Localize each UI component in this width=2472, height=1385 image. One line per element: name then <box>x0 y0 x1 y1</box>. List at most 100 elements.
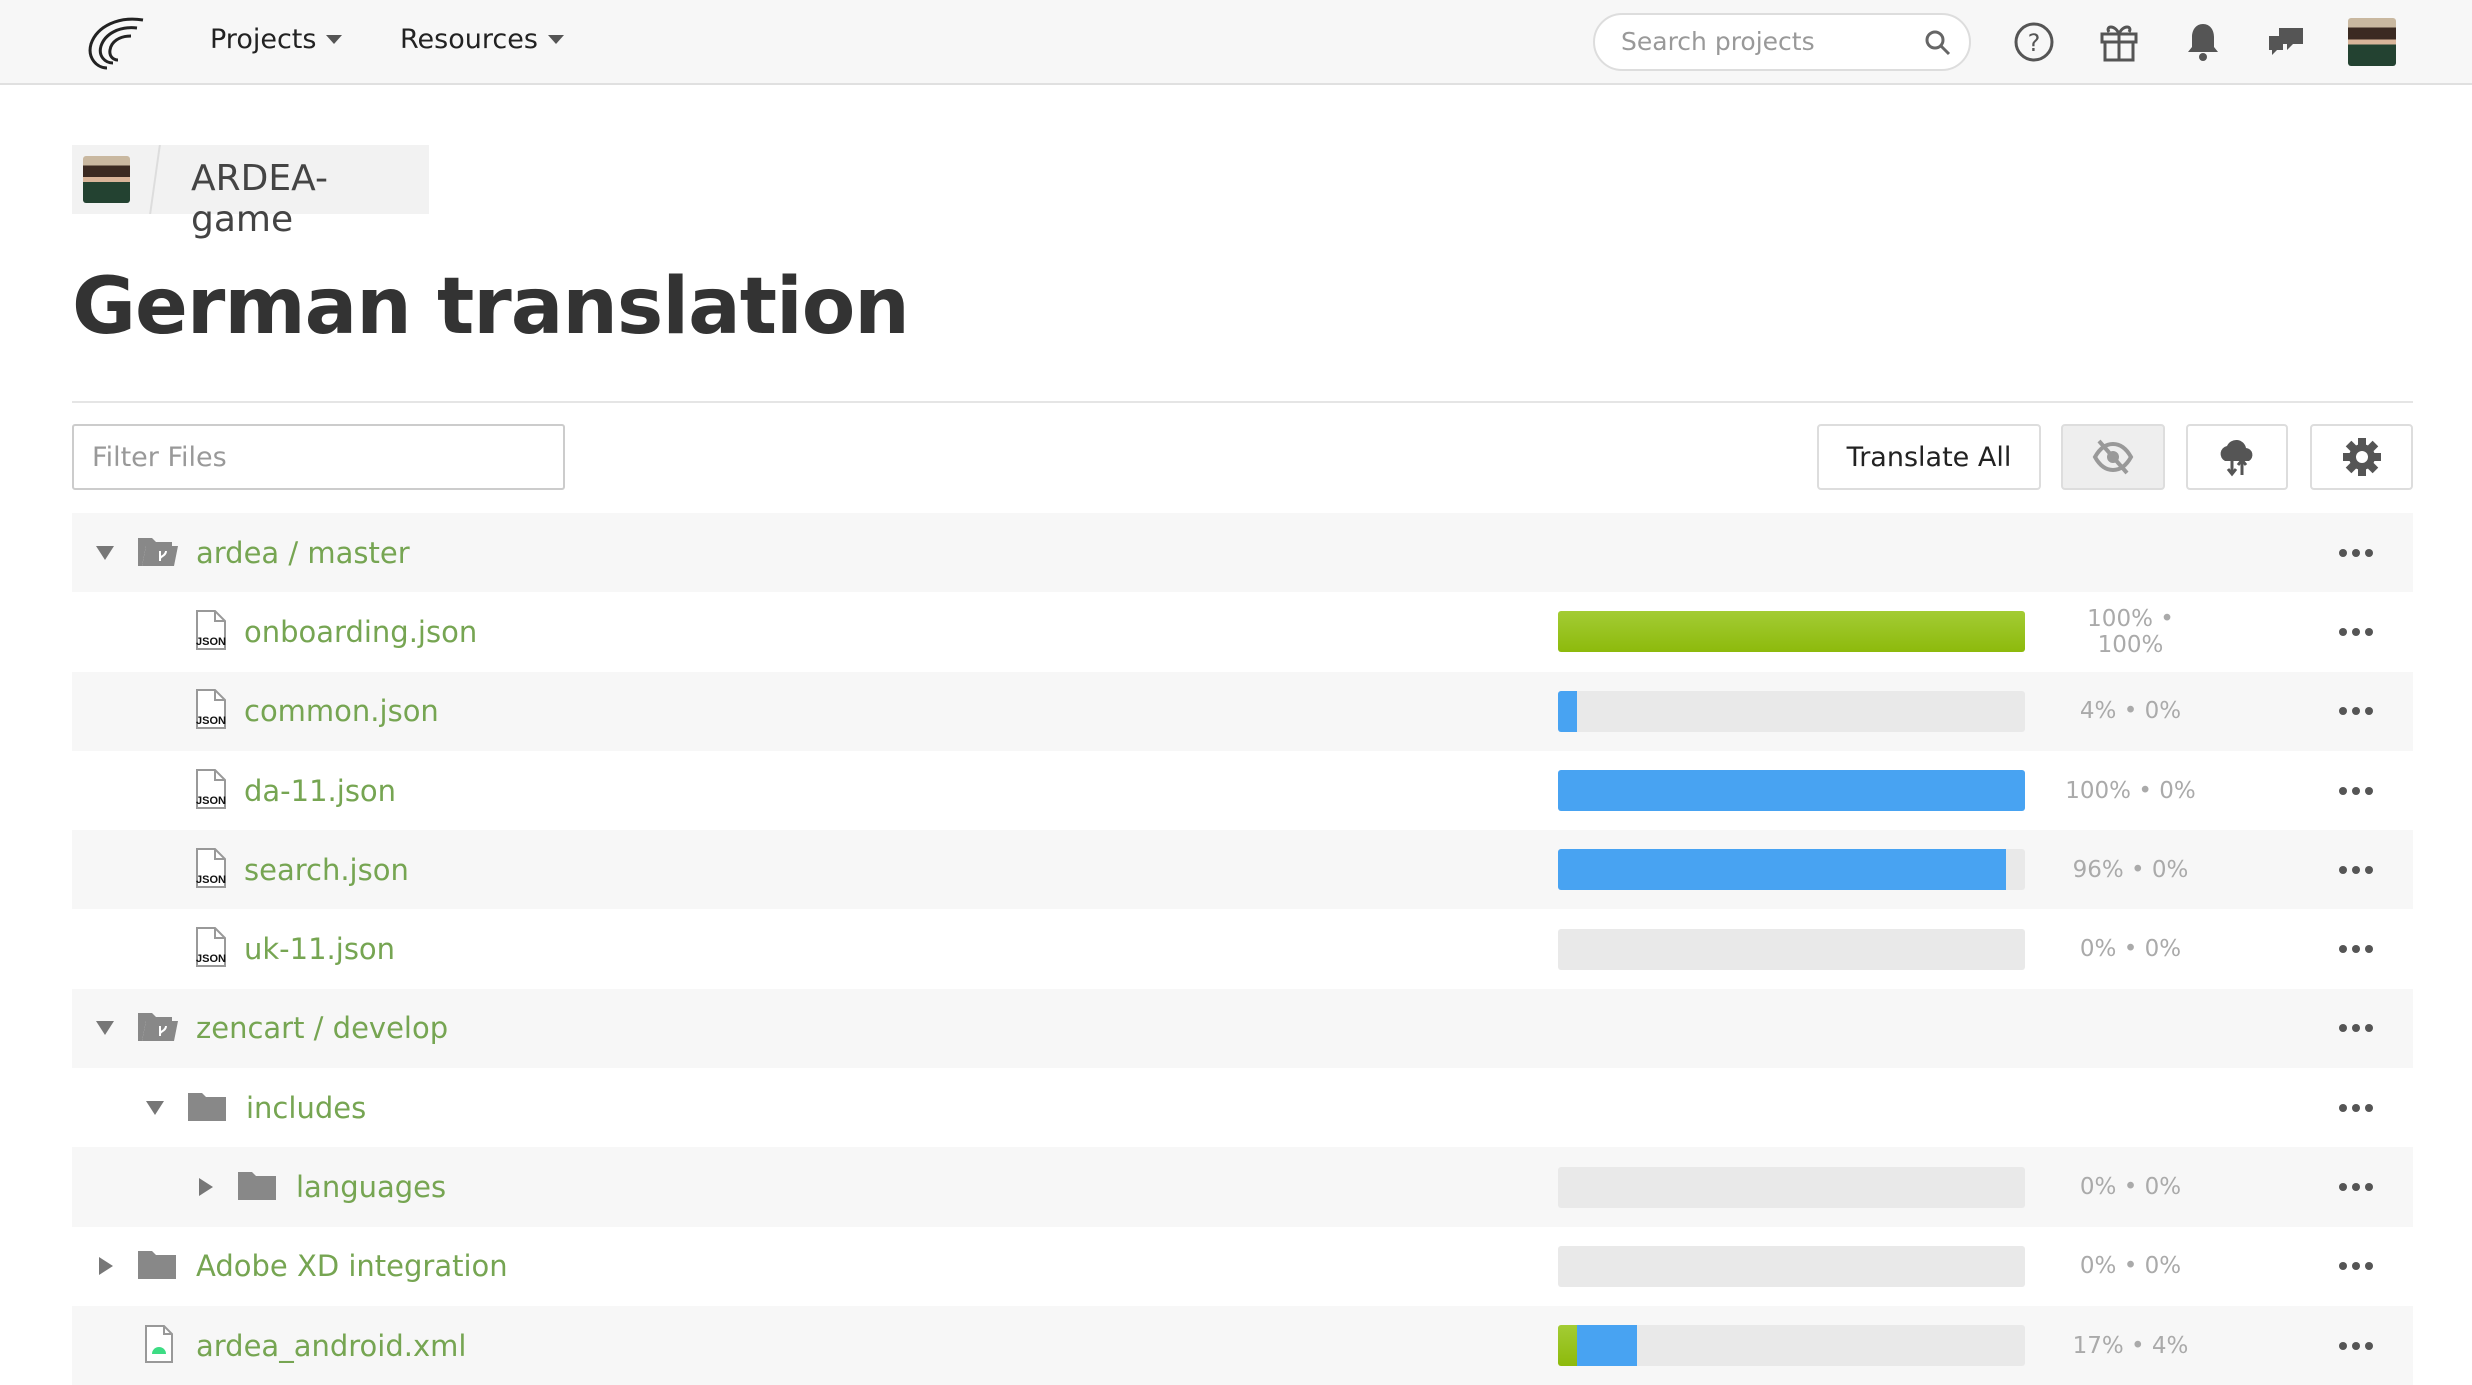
page-title: German translation <box>72 262 910 352</box>
translated-progress-fill <box>1558 849 2007 891</box>
breadcrumb[interactable]: ARDEA-game <box>72 145 429 240</box>
progress-label: 0% • 0% <box>2079 936 2182 963</box>
bell-icon[interactable] <box>2181 20 2225 64</box>
search-icon[interactable] <box>1923 28 1953 58</box>
file-name[interactable]: onboarding.json <box>244 614 478 649</box>
progress-bar <box>1558 1245 2025 1287</box>
file-row[interactable]: languages 0% • 0% <box>72 1147 2413 1227</box>
more-options-icon[interactable] <box>2334 538 2378 568</box>
file-row[interactable]: JSON search.json 96% • 0% <box>72 830 2413 910</box>
search-input[interactable] <box>1621 27 1911 56</box>
gift-icon[interactable] <box>2097 20 2141 64</box>
sync-button[interactable] <box>2186 424 2288 490</box>
file-tree: ardea / master JSON onboarding.json 100% • … <box>72 513 2413 1385</box>
svg-text:JSON: JSON <box>196 715 226 727</box>
chevron-down-icon <box>326 35 343 44</box>
file-name[interactable]: Adobe XD integration <box>196 1249 508 1284</box>
crowdin-logo[interactable] <box>79 14 149 72</box>
progress-bar <box>1558 611 2025 653</box>
filter-files-input[interactable] <box>72 424 565 490</box>
approved-progress-fill <box>1558 1325 1577 1367</box>
resources-menu[interactable]: Resources <box>400 24 564 55</box>
file-row[interactable]: ardea / master <box>72 513 2413 593</box>
progress-label: 100% • 100% <box>2087 605 2174 658</box>
divider <box>72 401 2413 403</box>
more-options-icon[interactable] <box>2334 1013 2378 1043</box>
file-name[interactable]: common.json <box>244 694 439 729</box>
folder-icon <box>136 1247 178 1285</box>
eye-slash-icon <box>2092 439 2134 475</box>
progress-label: 100% • 0% <box>2065 777 2196 804</box>
more-options-icon[interactable] <box>2334 934 2378 964</box>
progress-label: 96% • 0% <box>2072 856 2189 883</box>
chat-icon[interactable] <box>2265 20 2309 64</box>
progress-bar <box>1558 690 2025 732</box>
file-row[interactable]: JSON common.json 4% • 0% <box>72 671 2413 751</box>
translated-progress-fill <box>1558 690 1577 732</box>
progress-label: 17% • 4% <box>2072 1332 2189 1359</box>
approved-progress-fill <box>1558 611 2025 653</box>
expand-toggle-icon[interactable] <box>199 1178 213 1197</box>
more-options-icon[interactable] <box>2334 1172 2378 1202</box>
file-row[interactable]: JSON da-11.json 100% • 0% <box>72 751 2413 830</box>
progress-bar <box>1558 928 2025 970</box>
search-box <box>1593 13 1971 71</box>
file-row[interactable]: zencart / develop <box>72 988 2413 1069</box>
file-name[interactable]: uk-11.json <box>244 932 396 967</box>
projects-menu[interactable]: Projects <box>210 24 343 55</box>
translated-progress-fill <box>1576 1325 1638 1367</box>
file-row[interactable]: includes <box>72 1068 2413 1147</box>
progress-bar <box>1558 1325 2025 1367</box>
user-avatar[interactable] <box>2348 18 2396 66</box>
json-file-icon: JSON <box>191 768 231 814</box>
more-options-icon[interactable] <box>2334 1331 2378 1361</box>
expand-toggle-icon[interactable] <box>99 1257 113 1276</box>
file-name[interactable]: ardea / master <box>196 535 410 570</box>
file-name[interactable]: search.json <box>244 852 409 887</box>
settings-button[interactable] <box>2310 424 2413 490</box>
svg-text:JSON: JSON <box>196 795 226 807</box>
json-file-icon: JSON <box>191 926 231 972</box>
progress-label: 0% • 0% <box>2079 1174 2182 1201</box>
more-options-icon[interactable] <box>2334 617 2378 647</box>
json-file-icon: JSON <box>191 847 231 893</box>
collapse-toggle-icon[interactable] <box>96 545 114 560</box>
file-row[interactable]: ardea_android.xml 17% • 4% <box>72 1305 2413 1385</box>
json-file-icon: JSON <box>191 609 231 655</box>
more-options-icon[interactable] <box>2334 776 2378 806</box>
folder-icon <box>236 1168 278 1206</box>
file-name[interactable]: ardea_android.xml <box>196 1328 467 1363</box>
projects-menu-label: Projects <box>210 24 317 55</box>
svg-text:?: ? <box>2028 29 2041 57</box>
json-file-icon: JSON <box>191 688 231 734</box>
file-row[interactable]: JSON onboarding.json 100% • 100% <box>72 592 2413 671</box>
translate-all-button[interactable]: Translate All <box>1817 424 2041 490</box>
more-options-icon[interactable] <box>2334 696 2378 726</box>
file-name[interactable]: includes <box>246 1090 367 1125</box>
project-avatar <box>83 156 130 203</box>
branch-folder-icon <box>136 1009 178 1047</box>
progress-label: 0% • 0% <box>2079 1253 2182 1280</box>
collapse-toggle-icon[interactable] <box>146 1100 164 1115</box>
file-name[interactable]: da-11.json <box>244 773 397 808</box>
cloud-sync-icon <box>2220 439 2253 477</box>
file-name[interactable]: languages <box>296 1170 447 1205</box>
progress-bar <box>1558 770 2025 812</box>
breadcrumb-divider <box>149 145 161 214</box>
more-options-icon[interactable] <box>2334 1093 2378 1123</box>
resources-menu-label: Resources <box>400 24 538 55</box>
svg-text:JSON: JSON <box>196 636 226 648</box>
svg-text:JSON: JSON <box>196 874 226 886</box>
file-row[interactable]: JSON uk-11.json 0% • 0% <box>72 909 2413 988</box>
collapse-toggle-icon[interactable] <box>96 1021 114 1036</box>
progress-bar <box>1558 1166 2025 1208</box>
hide-button[interactable] <box>2061 424 2165 490</box>
progress-bar <box>1558 849 2025 891</box>
file-name[interactable]: zencart / develop <box>196 1011 449 1046</box>
help-icon[interactable]: ? <box>2012 20 2056 64</box>
more-options-icon[interactable] <box>2334 1251 2378 1281</box>
breadcrumb-project[interactable]: ARDEA-game <box>191 158 328 240</box>
folder-icon <box>186 1089 228 1127</box>
more-options-icon[interactable] <box>2334 855 2378 885</box>
file-row[interactable]: Adobe XD integration 0% • 0% <box>72 1227 2413 1306</box>
